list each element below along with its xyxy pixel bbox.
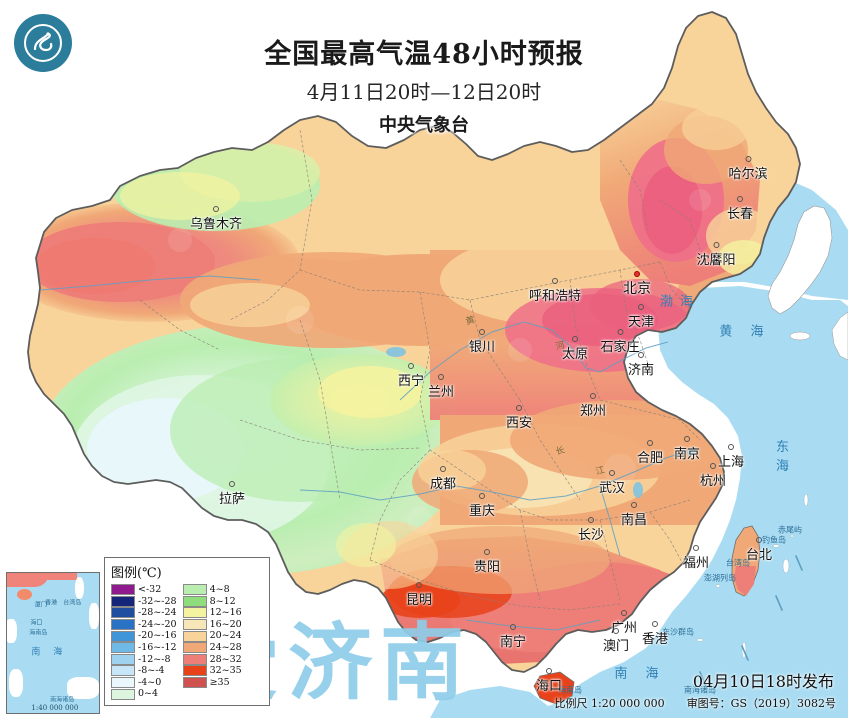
release-time: 04月10日18时发布 [692,672,834,691]
legend-swatch [182,653,207,665]
legend-row: 8~12 [182,595,242,608]
legend-label: 20~24 [209,630,242,642]
legend-column-right: 4~8 8~12 12~16 16~20 20~24 24~28 28~32 32~35 ≥35 [182,584,242,700]
legend-swatch [111,653,135,665]
legend-row: 4~8 [182,584,242,596]
inset-kalimantan [67,677,99,699]
poyang-lake [633,482,643,498]
approval-number: 审图号：GS（2019）3082号 [686,697,836,710]
legend-column-left: <-32 -32~-28 -28~-24 -24~-20 -20~-16 -16~-12-… [111,584,177,700]
inset-place-label: 海南岛 [29,629,48,637]
legend-swatch [111,607,135,619]
legend-swatch [182,677,207,689]
china-national-border [27,11,801,673]
cma-dragon-logo [14,14,72,72]
province-boundaries [139,129,701,611]
legend-label: -8~-4 [138,665,165,677]
yangtze-river [299,447,697,501]
inset-borneo [9,669,23,697]
legend-swatch [111,642,135,654]
legend-row: <-32 [111,584,177,596]
legend-row: -32~-28 [111,595,177,608]
inset-mainland [7,573,49,587]
legend-label: 28~32 [209,653,242,665]
legend-swatch [111,688,135,700]
legend-panel: 图例(℃) <-32 -32~-28 -28~-24 -24~-20 -20~-16 -1… [104,557,270,706]
legend-row: -20~-16 [111,630,177,642]
inset-place-label: 南海诸岛 [50,696,75,704]
legend-label: 32~35 [209,665,242,677]
legend-row: -16~-12 [111,642,177,654]
legend-label: -4~0 [138,676,162,688]
legend-label: 24~28 [209,642,242,654]
legend-swatch [111,584,135,596]
rivers [39,275,697,631]
legend-label: 0~4 [138,688,159,700]
legend-label: -32~-28 [138,595,177,607]
maritime-boundary-dashes [699,555,803,687]
inset-guangdong [47,573,77,580]
inset-hainan-island [17,589,32,600]
qinghai-lake [386,347,406,357]
inset-place-label: 海口 [30,619,43,627]
inset-indochina [7,619,17,643]
legend-swatch [182,665,207,677]
legend-swatch [182,595,207,607]
legend-row: -4~0 [111,677,177,689]
legend-row: -28~-24 [111,607,177,619]
legend-label: 4~8 [209,584,230,596]
legend-swatch [111,595,135,607]
legend-label: -20~-16 [138,630,177,642]
legend-row: -12~-8 [111,653,177,666]
hainan-island [533,671,575,705]
legend-swatch [182,607,207,619]
legend-swatch [111,619,135,631]
inset-scale: 1:40 000 000 [31,704,79,712]
legend-row: ≥35 [182,676,242,689]
legend-label: 16~20 [209,618,242,630]
ocean-area [430,286,848,718]
legend-row: 0~4 [111,688,177,700]
legend-label: <-32 [138,584,162,596]
inset-taiwan-island [75,577,84,599]
legend-row: 20~24 [182,630,242,642]
legend-row: -8~-4 [111,665,177,677]
japan-sliver [831,311,848,361]
taiwan-hot-south [734,566,756,596]
legend-row: -24~-20 [111,619,177,631]
legend-label: -28~-24 [138,607,177,619]
footer-line: 比例尺 1:20 000 000 审图号：GS（2019）3082号 [555,695,837,711]
legend-label: -16~-12 [138,642,177,654]
legend-swatch [111,630,135,642]
legend-row: 24~28 [182,642,242,654]
korea-peninsula [767,205,833,315]
legend-label: 8~12 [209,595,236,607]
south-china-sea-inset-map: 海口海南岛 厦门 香港 台湾岛南海诸岛 南 海 1:40 000 000 [6,572,100,714]
inset-place-label: 台湾岛 [63,599,82,607]
inset-place-label: 厦门 [35,601,48,609]
legend-row: 12~16 [182,607,242,619]
legend-swatch [182,619,207,631]
inset-sea-name: 南 海 [31,647,68,658]
legend-row: 28~32 [182,653,242,666]
legend-label: 12~16 [209,607,242,619]
legend-row: 32~35 [182,665,242,677]
legend-label: -24~-20 [138,618,177,630]
legend-swatch [182,630,207,642]
jeju-island [789,331,811,341]
legend-label: ≥35 [209,676,230,688]
legend-swatch [111,677,135,689]
inset-place-label: 香港 [45,599,58,607]
legend-label: -12~-8 [138,653,171,665]
yellow-river [399,321,669,401]
map-scale: 比例尺 1:20 000 000 [554,697,665,710]
legend-title: 图例(℃) [111,566,162,581]
legend-swatch [182,584,207,596]
taihu-lake [687,448,697,456]
inset-philippines [89,603,99,629]
legend-swatch [182,642,207,654]
legend-row: 16~20 [182,618,242,631]
legend-swatch [111,665,135,677]
